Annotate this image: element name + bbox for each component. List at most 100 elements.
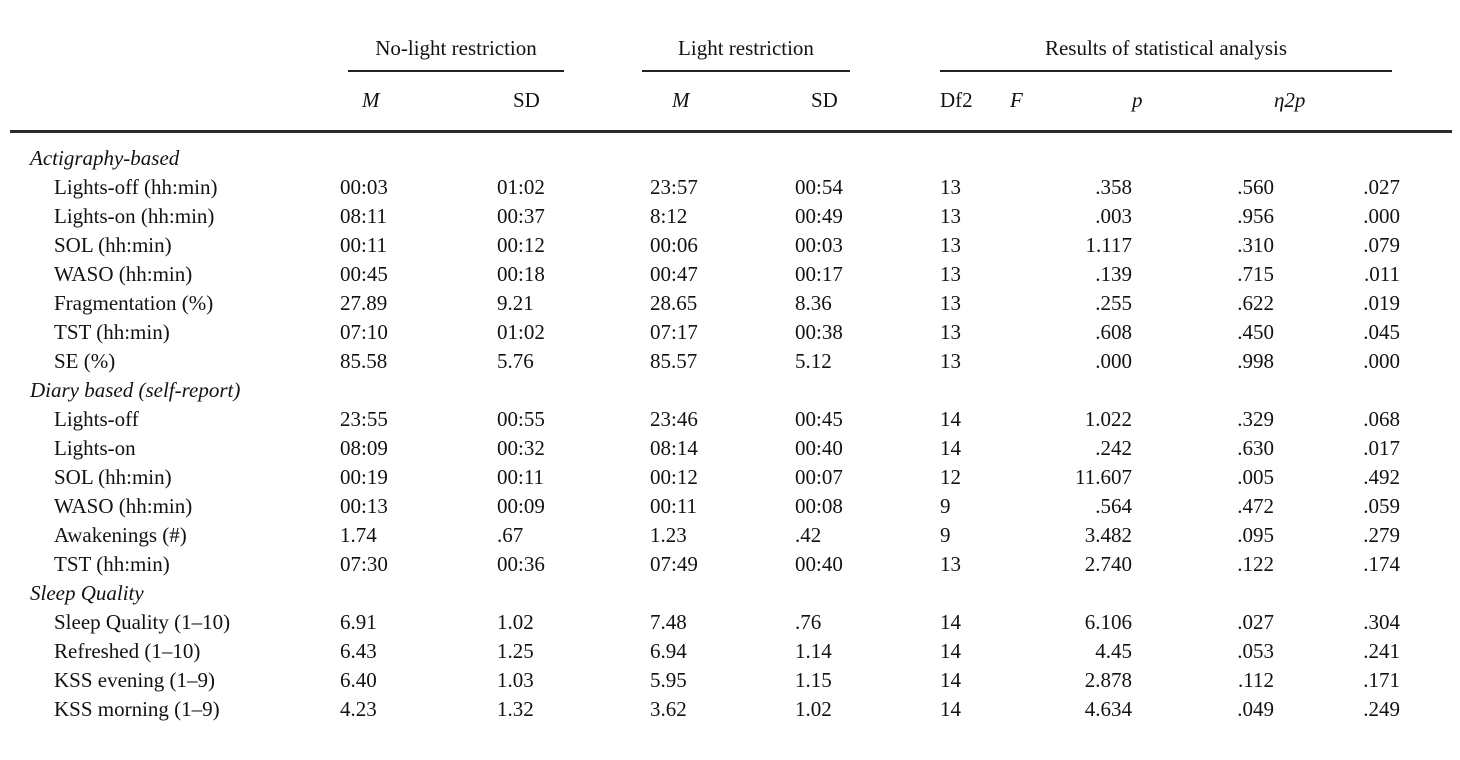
table-row: SOL (hh:min) 00:19 00:11 00:12 00:07 12 11.607… <box>30 463 1410 492</box>
cell-f: .003 <box>1095 204 1132 228</box>
table-row: WASO (hh:min) 00:13 00:09 00:11 00:08 9 .564 .4… <box>30 492 1410 521</box>
table-row: Lights-off 23:55 00:55 23:46 00:45 14 1.022 .32… <box>30 405 1410 434</box>
cell-sd-light: 00:17 <box>795 262 843 286</box>
table-row: TST (hh:min) 07:30 00:36 07:49 00:40 13 2.740.… <box>30 550 1410 579</box>
cell-df2: 13 <box>940 204 961 228</box>
cell-df2: 13 <box>940 291 961 315</box>
table-row: TST (hh:min) 07:10 01:02 07:17 00:38 13 .608 .4… <box>30 318 1410 347</box>
cell-eta2p: .492 <box>1363 465 1400 489</box>
col-header-sd-light: SD <box>811 88 838 112</box>
cell-sd-light: 00:40 <box>795 552 843 576</box>
col-header-f: F <box>1010 88 1023 112</box>
row-label: TST (hh:min) <box>54 320 170 344</box>
cell-df2: 14 <box>940 639 961 663</box>
cell-m-light: 6.94 <box>650 639 687 663</box>
cell-p: .027 <box>1237 610 1274 634</box>
cell-sd-light: .42 <box>795 523 822 547</box>
cell-eta2p: .059 <box>1363 494 1400 518</box>
cell-eta2p: .027 <box>1363 175 1400 199</box>
cell-sd-nolight: 00:37 <box>497 204 545 228</box>
row-label: Sleep Quality (1–10) <box>54 610 231 634</box>
row-label: SOL (hh:min) <box>54 233 172 257</box>
row-label: KSS morning (1–9) <box>54 697 220 721</box>
cell-sd-light: 00:45 <box>795 407 843 431</box>
cell-p: .622 <box>1237 291 1274 315</box>
cell-m-nolight: 6.91 <box>340 610 377 634</box>
cell-sd-light: .76 <box>795 610 822 634</box>
cell-m-nolight: 00:03 <box>340 175 388 199</box>
cell-sd-nolight: 9.21 <box>497 291 534 315</box>
cell-m-nolight: 00:11 <box>340 233 388 257</box>
cell-sd-light: 1.15 <box>795 668 832 692</box>
cell-eta2p: .249 <box>1363 697 1400 721</box>
col-header-df2: Df2 <box>940 88 973 112</box>
column-header-row: M SD M SD Df2 F p η2p <box>30 76 1410 144</box>
cell-eta2p: .017 <box>1363 436 1400 460</box>
cell-p: .630 <box>1237 436 1274 460</box>
cell-df2: 13 <box>940 233 961 257</box>
cell-sd-light: 5.12 <box>795 349 832 373</box>
cell-p: .715 <box>1237 262 1274 286</box>
cell-m-nolight: 85.58 <box>340 349 388 373</box>
cell-sd-nolight: 1.03 <box>497 668 534 692</box>
cell-m-nolight: 6.43 <box>340 639 377 663</box>
cell-eta2p: .019 <box>1363 291 1400 315</box>
cell-eta2p: .011 <box>1364 262 1400 286</box>
cell-p: .450 <box>1237 320 1274 344</box>
cell-sd-nolight: 00:55 <box>497 407 545 431</box>
cell-p: .998 <box>1237 349 1274 373</box>
cell-sd-nolight: 00:18 <box>497 262 545 286</box>
row-label: Refreshed (1–10) <box>54 639 201 663</box>
cell-f: 3.482 <box>1084 523 1132 547</box>
cell-df2: 9 <box>940 494 951 518</box>
cell-m-light: 07:17 <box>650 320 698 344</box>
row-label: SOL (hh:min) <box>54 465 172 489</box>
cell-df2: 13 <box>940 262 961 286</box>
col-header-eta2p: η2p <box>1274 88 1306 112</box>
group-header-light: Light restriction <box>642 26 940 76</box>
cell-df2: 14 <box>940 697 961 721</box>
table-row: Refreshed (1–10) 6.43 1.25 6.94 1.14 14 4.45 .0… <box>30 637 1410 666</box>
cell-f: 2.740 <box>1084 552 1132 576</box>
section-title: Actigraphy-based <box>30 146 180 170</box>
cell-f: .000 <box>1095 349 1132 373</box>
cell-sd-nolight: 1.32 <box>497 697 534 721</box>
table-row: SOL (hh:min) 00:11 00:12 00:06 00:03 13 1.117.… <box>30 231 1410 260</box>
cell-m-nolight: 23:55 <box>340 407 388 431</box>
section-title: Sleep Quality <box>30 581 144 605</box>
cell-m-light: 00:11 <box>650 494 698 518</box>
section-header-row: Diary based (self-report) <box>30 376 1410 405</box>
cell-sd-nolight: 5.76 <box>497 349 534 373</box>
table-row: Awakenings (#) 1.74 .67 1.23 .42 9 3.482 .095 .2… <box>30 521 1410 550</box>
cell-m-light: 00:12 <box>650 465 698 489</box>
cell-df2: 13 <box>940 320 961 344</box>
cell-sd-light: 00:08 <box>795 494 843 518</box>
cell-eta2p: .068 <box>1363 407 1400 431</box>
row-label: KSS evening (1–9) <box>54 668 215 692</box>
cell-m-light: 5.95 <box>650 668 687 692</box>
cell-f: 2.878 <box>1084 668 1132 692</box>
cell-p: .005 <box>1237 465 1274 489</box>
cell-sd-nolight: .67 <box>497 523 524 547</box>
table-row: Fragmentation (%) 27.89 9.21 28.65 8.36 13 .25… <box>30 289 1410 318</box>
row-label: Lights-off (hh:min) <box>54 175 218 199</box>
col-header-p: p <box>1132 88 1143 112</box>
section-title: Diary based (self-report) <box>30 378 241 402</box>
cell-m-light: 28.65 <box>650 291 698 315</box>
cell-m-light: 00:47 <box>650 262 698 286</box>
cell-sd-light: 00:54 <box>795 175 843 199</box>
cell-m-light: 00:06 <box>650 233 698 257</box>
cell-f: 6.106 <box>1084 610 1132 634</box>
cell-m-light: 23:57 <box>650 175 698 199</box>
cell-sd-light: 8.36 <box>795 291 832 315</box>
cell-df2: 14 <box>940 668 961 692</box>
cell-f: 11.607 <box>1075 465 1132 489</box>
cell-m-light: 23:46 <box>650 407 698 431</box>
cell-sd-light: 00:49 <box>795 204 843 228</box>
table-row: KSS morning (1–9) 4.23 1.32 3.62 1.02 14 4.634… <box>30 695 1410 724</box>
section-header-row: Sleep Quality <box>30 579 1410 608</box>
cell-p: .560 <box>1237 175 1274 199</box>
cell-m-light: 08:14 <box>650 436 698 460</box>
cell-eta2p: .000 <box>1363 349 1400 373</box>
cell-df2: 13 <box>940 349 961 373</box>
